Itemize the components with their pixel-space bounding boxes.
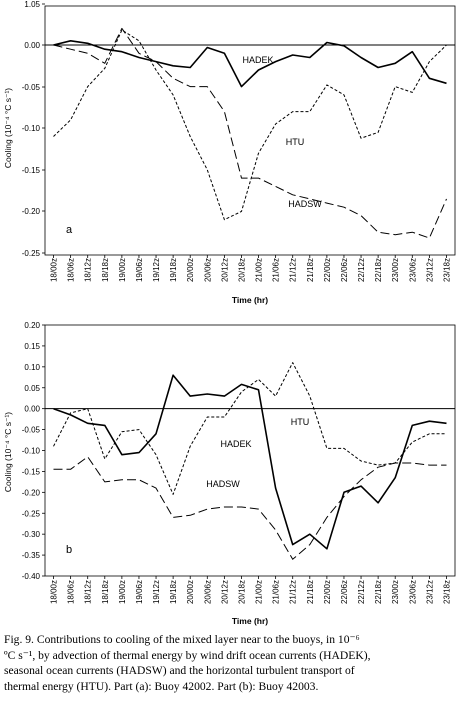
y-tick-label: -0.20 [22,488,41,497]
x-tick-label: 19/12z [152,258,161,282]
y-tick-label: 0.15 [24,342,40,351]
x-tick-label: 20/06z [203,258,212,282]
y-tick-label: 0.20 [24,321,40,330]
x-tick-label: 23/12z [425,580,434,604]
series-line-htu [53,29,447,221]
series-line-hadsw [53,27,447,239]
x-tick-label: 19/12z [152,580,161,604]
series-line-hadek [53,374,447,550]
x-axis-label: Time (hr) [232,616,268,626]
y-tick-label: 0.00 [24,41,40,50]
caption-line: thermal energy (HTU). Part (a): Buoy 420… [4,679,319,693]
x-tick-label: 21/18z [306,580,315,604]
chart-a: 1.05 0.00 -0.05 -0.10 -0.15 -0.20 -0.25 18/00z 1… [3,0,456,305]
x-tick-label: 20/12z [220,258,229,282]
caption-line: seasonal ocean currents (HADSW) and the … [4,664,355,678]
x-tick-label: 21/18z [306,258,315,282]
x-tick-label: 18/00z [50,580,59,604]
x-tick-label: 21/12z [289,580,298,604]
chart-b: 0.20 0.15 0.10 0.05 0.00 -0.05 -0.10 -0.15 -0.20… [3,321,456,626]
x-tick-label: 19/18z [169,580,178,604]
x-tick-label: 23/12z [425,258,434,282]
series-annotation: HADEK [220,439,251,449]
x-axis-label: Time (hr) [232,295,268,305]
x-tick-label: 19/00z [118,258,127,282]
y-tick-label: 0.00 [24,405,40,414]
series-annotation: HADEK [242,55,273,65]
x-tick-label: 21/06z [272,580,281,604]
x-tick-label: 19/18z [169,258,178,282]
x-tick-label: 18/06z [67,258,76,282]
caption-line: Fig. 9. Contributions to cooling of the … [4,633,360,646]
y-tick-label: -0.10 [22,124,41,133]
x-tick-label: 18/12z [84,258,93,282]
x-tick-label: 21/00z [255,258,264,282]
series-line-hadsw [53,456,447,560]
series-line-htu [53,362,447,495]
figure-caption: Fig. 9. Contributions to cooling of the … [4,632,458,694]
y-tick-label: -0.20 [22,207,41,216]
x-tick-label: 21/00z [255,580,264,604]
x-tick-label: 22/00z [323,580,332,604]
x-tick-label: 23/00z [391,580,400,604]
x-tick-label: 22/18z [374,258,383,282]
y-tick-label: -0.35 [22,551,41,560]
x-tick-label: 22/06z [340,258,349,282]
x-tick-label: 19/06z [135,580,144,604]
panel-label: a [66,224,73,236]
y-tick-label: -0.05 [22,426,41,435]
y-axis-label: Cooling (10⁻⁴ °C s⁻¹) [3,88,13,168]
plot-frame [44,324,456,577]
x-tick-label: 21/06z [272,258,281,282]
x-tick-label: 18/18z [101,580,110,604]
y-tick-label: -0.40 [22,572,41,581]
x-tick-label: 20/00z [186,580,195,604]
y-tick-label: 0.05 [24,384,40,393]
series-annotation: HADSW [206,479,240,489]
y-axis-label: Cooling (10⁻⁴ °C s⁻¹) [3,412,13,492]
x-tick-label: 20/12z [220,580,229,604]
x-tick-label: 23/00z [391,258,400,282]
y-tick-label: 1.05 [24,0,40,9]
x-tick-label: 23/06z [408,580,417,604]
series-annotation: HTU [291,417,310,427]
x-tick-label: 18/00z [50,258,59,282]
x-tick-label: 23/06z [408,258,417,282]
y-tick-label: -0.25 [22,249,41,258]
plot-frame [44,5,456,256]
x-tick-label: 19/06z [135,258,144,282]
x-tick-label: 18/12z [84,580,93,604]
x-tick-label: 19/00z [118,580,127,604]
x-tick-label: 20/06z [203,580,212,604]
x-tick-label: 18/18z [101,258,110,282]
figure-canvas: 1.05 0.00 -0.05 -0.10 -0.15 -0.20 -0.25 18/00z 1… [3,0,456,626]
y-tick-label: -0.25 [22,509,41,518]
caption-line: ºC s⁻¹, by advection of thermal energy b… [4,648,371,662]
y-tick-label: -0.05 [22,83,41,92]
x-tick-label: 18/06z [67,580,76,604]
x-tick-label: 20/18z [237,258,246,282]
x-tick-label: 20/00z [186,258,195,282]
x-tick-label: 22/12z [357,258,366,282]
x-tick-label: 22/06z [340,580,349,604]
y-tick-label: 0.10 [24,363,40,372]
y-tick-label: -0.30 [22,530,41,539]
series-annotation: HADSW [288,199,322,209]
x-tick-label: 22/18z [374,580,383,604]
x-tick-label: 23/18z [442,258,451,282]
x-tick-label: 23/18z [442,580,451,604]
y-tick-label: -0.10 [22,447,41,456]
x-tick-label: 21/12z [289,258,298,282]
x-tick-label: 22/12z [357,580,366,604]
y-tick-label: -0.15 [22,467,41,476]
panel-label: b [66,544,72,556]
x-tick-label: 20/18z [237,580,246,604]
series-annotation: HTU [286,137,305,147]
x-tick-label: 22/00z [323,258,332,282]
series-line-hadek [53,39,447,88]
y-tick-label: -0.15 [22,166,41,175]
